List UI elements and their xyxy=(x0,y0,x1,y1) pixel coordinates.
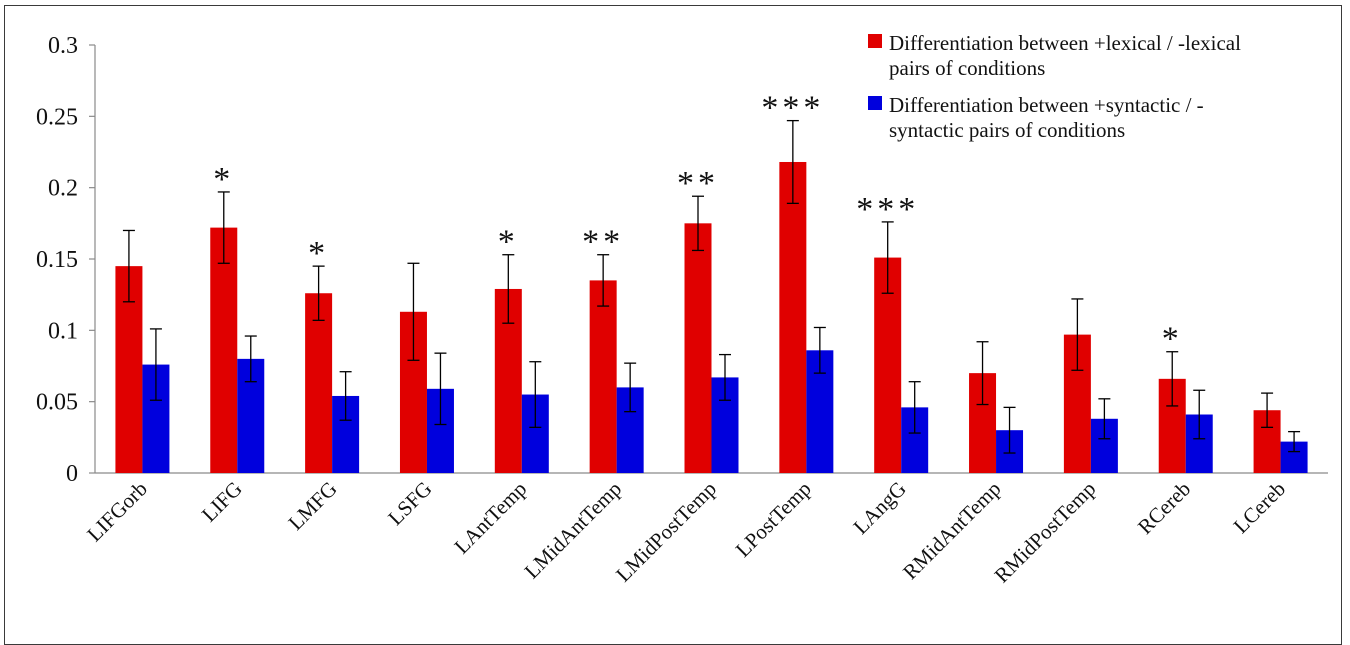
category-label: LSFG xyxy=(383,477,436,530)
significance-annotation: *** xyxy=(856,191,919,228)
legend-label: syntactic pairs of conditions xyxy=(889,118,1125,142)
significance-annotation: ** xyxy=(677,165,719,202)
bar-lexical xyxy=(305,293,333,473)
significance-annotation: * xyxy=(308,235,329,272)
category-label: LMidAntTemp xyxy=(520,477,627,584)
y-tick-label: 0.1 xyxy=(48,318,78,344)
y-tick-label: 0.25 xyxy=(36,104,78,130)
category-label: LPostTemp xyxy=(731,477,816,562)
category-label: RMidAntTemp xyxy=(898,477,1006,585)
bar-lexical xyxy=(684,223,712,473)
category-label: LMidPostTemp xyxy=(611,477,721,587)
y-tick-label: 0 xyxy=(66,461,78,487)
legend-swatch-syntactic xyxy=(868,96,882,110)
legend-label: Differentiation between +lexical / -lexi… xyxy=(889,31,1241,55)
y-tick-label: 0.15 xyxy=(36,247,78,273)
significance-annotation: ** xyxy=(582,224,624,261)
legend-label: Differentiation between +syntactic / - xyxy=(889,93,1204,117)
y-tick-label: 0.3 xyxy=(48,33,78,59)
category-label: LCereb xyxy=(1229,477,1291,539)
legend-swatch-lexical xyxy=(868,34,882,48)
bar-lexical xyxy=(589,280,617,473)
category-label: LAngG xyxy=(848,477,910,539)
significance-annotation: * xyxy=(1162,321,1183,358)
bar-lexical xyxy=(210,227,238,473)
category-label: RCereb xyxy=(1133,477,1195,539)
legend-label: pairs of conditions xyxy=(889,56,1045,80)
significance-annotation: * xyxy=(213,161,234,198)
significance-annotation: *** xyxy=(761,90,824,127)
category-label: LIFGorb xyxy=(82,477,152,547)
category-label: LIFG xyxy=(197,477,247,527)
y-tick-label: 0.2 xyxy=(48,176,78,202)
category-label: LMFG xyxy=(283,477,341,535)
y-tick-label: 0.05 xyxy=(36,390,78,416)
significance-annotation: * xyxy=(498,224,519,261)
category-label: LAntTemp xyxy=(449,477,531,559)
category-label: RMidPostTemp xyxy=(990,477,1101,588)
bar-lexical xyxy=(779,161,807,473)
